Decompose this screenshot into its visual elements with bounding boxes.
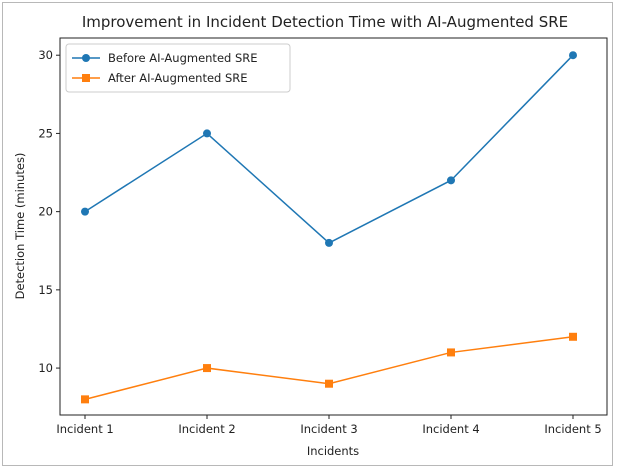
- y-axis-label: Detection Time (minutes): [13, 153, 27, 300]
- series-1-point: [569, 332, 577, 341]
- x-tick-label: Incident 2: [178, 422, 235, 436]
- series-1-point: [447, 348, 455, 357]
- y-tick-label: 25: [38, 126, 53, 140]
- x-axis: Incident 1 Incident 2 Incident 3 Incident 4…: [56, 415, 602, 436]
- series-1-point: [81, 395, 89, 404]
- legend: Before AI-Augmented SRE After AI-Augment…: [65, 43, 291, 93]
- x-tick-label: Incident 1: [56, 422, 113, 436]
- y-tick-label: 20: [38, 205, 53, 219]
- series-layer: [81, 51, 577, 404]
- series-line-1: [84, 336, 574, 401]
- legend-marker-before: [82, 54, 90, 62]
- series-0-point: [203, 129, 211, 138]
- x-tick-label: Incident 4: [422, 422, 479, 436]
- series-1-point: [325, 379, 333, 388]
- series-0-point: [447, 176, 455, 185]
- legend-marker-after: [82, 74, 90, 82]
- legend-box: [65, 43, 291, 93]
- legend-label-after: After AI-Augmented SRE: [108, 71, 248, 85]
- chart-title: Improvement in Incident Detection Time w…: [82, 13, 568, 31]
- series-1-point: [203, 364, 211, 373]
- y-tick-label: 10: [38, 361, 53, 375]
- x-tick-label: Incident 3: [300, 422, 357, 436]
- y-tick-label: 15: [38, 283, 53, 297]
- series-0-point: [569, 51, 577, 60]
- plot-area: [59, 37, 608, 416]
- y-tick-label: 30: [38, 48, 53, 62]
- x-axis-label: Incidents: [307, 444, 359, 458]
- legend-label-before: Before AI-Augmented SRE: [108, 51, 258, 65]
- y-axis: 10 15 20 25 30: [38, 48, 60, 375]
- series-0-point: [325, 238, 333, 247]
- x-tick-label: Incident 5: [544, 422, 601, 436]
- series-0-point: [81, 207, 89, 216]
